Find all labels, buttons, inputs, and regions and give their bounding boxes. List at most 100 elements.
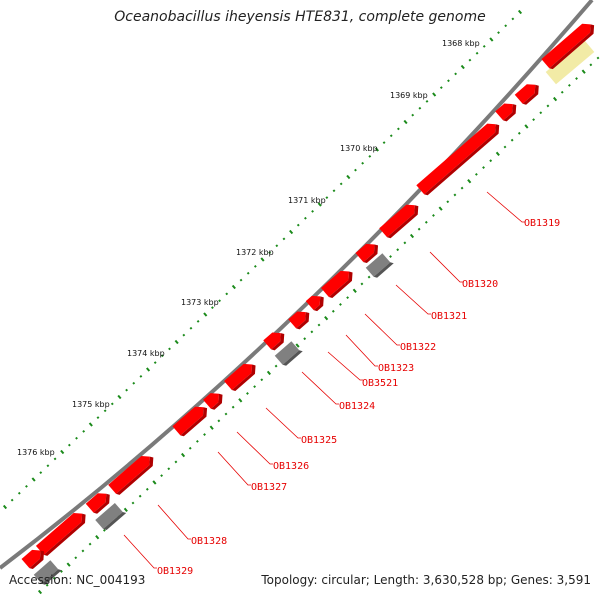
inner-scale-dot: [510, 138, 514, 142]
inner-scale-dot: [167, 467, 171, 471]
inner-scale-dot: [188, 446, 192, 450]
gene-arrow[interactable]: [203, 388, 226, 411]
outer-scale-dot: [253, 264, 257, 268]
outer-scale-dot: [103, 409, 107, 413]
outer-scale-dot: [39, 471, 43, 475]
outer-scale-dot: [282, 237, 286, 241]
outer-scale-dot: [432, 92, 437, 97]
leader-line: [395, 284, 431, 315]
inner-scale-dot: [160, 474, 164, 478]
gene-label[interactable]: OB1322: [400, 342, 436, 353]
outer-scale-dot: [304, 216, 307, 220]
outer-scale-dot: [218, 299, 221, 303]
outer-scale-dot: [411, 113, 415, 117]
inner-scale-dot: [145, 487, 149, 491]
outer-scale-dot: [203, 312, 208, 317]
inner-scale-dot: [303, 337, 307, 341]
inner-scale-dot: [424, 220, 428, 224]
outer-scale-dot: [425, 99, 429, 103]
gene-label[interactable]: OB1321: [431, 311, 467, 322]
inner-scale-dot: [209, 425, 214, 430]
pseudogene-block[interactable]: [365, 252, 394, 279]
gene-label[interactable]: OB1324: [339, 401, 375, 412]
gene-arrow[interactable]: [21, 545, 48, 571]
outer-scale-dot: [332, 189, 336, 193]
inner-scale-dot: [231, 405, 235, 409]
inner-scale-dot: [467, 179, 472, 184]
gene-arrow[interactable]: [320, 266, 357, 300]
gene-arrow[interactable]: [263, 327, 288, 351]
outer-scale-dot: [31, 477, 36, 482]
gene-arrow[interactable]: [108, 451, 157, 496]
gene-arrow[interactable]: [35, 508, 90, 557]
gene-label[interactable]: OB1328: [191, 536, 227, 547]
outer-scale-dot: [460, 64, 465, 70]
leader-line: [301, 371, 339, 405]
outer-scale-dot: [2, 504, 8, 510]
pseudogene-block[interactable]: [274, 340, 303, 367]
outer-scale-dot: [468, 58, 472, 62]
gene-arrow[interactable]: [223, 359, 260, 393]
gene-arrow[interactable]: [379, 199, 422, 239]
scale-tick-label: 1369 kbp: [390, 91, 428, 100]
inner-scale-dot: [367, 275, 371, 279]
outer-scale-dot: [53, 457, 57, 461]
scale-tick-label: 1371 kbp: [288, 196, 326, 205]
gene-arrow[interactable]: [514, 79, 543, 106]
outer-scale-dot: [382, 141, 386, 145]
inner-scale-dot: [95, 535, 100, 540]
inner-scale-dot: [417, 227, 421, 231]
inner-scale-dot: [274, 364, 278, 368]
gene-arrow[interactable]: [85, 488, 114, 515]
outer-scale-dot: [354, 168, 357, 172]
inner-scale-dot: [174, 460, 178, 464]
gene-arrow[interactable]: [355, 239, 382, 265]
inner-scale-dot: [246, 392, 249, 395]
inner-scale-dot: [138, 494, 142, 498]
outer-scale-dot: [475, 51, 479, 55]
gene-arrow[interactable]: [416, 118, 503, 196]
gene-label[interactable]: OB1319: [524, 218, 560, 229]
outer-scale-dot: [418, 106, 422, 110]
inner-scale-dot: [152, 480, 157, 485]
inner-scale-dot: [52, 576, 56, 580]
gene-label[interactable]: OB1323: [378, 363, 414, 374]
outer-scale-dot: [96, 416, 100, 420]
outer-scale-dot: [88, 422, 93, 427]
outer-scale-dot: [82, 429, 86, 433]
inner-scale-dot: [331, 309, 335, 313]
leader-line: [364, 313, 400, 346]
outer-scale-dot: [275, 244, 279, 248]
pseudogene-block[interactable]: [95, 502, 127, 532]
scale-tick-label: 1370 kbp: [340, 144, 378, 153]
outer-scale-dot: [17, 491, 21, 495]
gene-label[interactable]: OB1326: [273, 461, 309, 472]
gene-label[interactable]: OB3521: [362, 378, 398, 389]
inner-scale-dot: [260, 378, 264, 382]
gene-arrow[interactable]: [288, 306, 313, 330]
gene-label[interactable]: OB1329: [157, 566, 193, 577]
inner-scale-dots: [37, 56, 600, 595]
scale-tick-label: 1375 kbp: [72, 400, 110, 409]
gene-arrow[interactable]: [541, 18, 598, 70]
inner-scale-dot: [482, 166, 485, 169]
inner-scale-dot: [224, 412, 228, 416]
leader-line: [157, 504, 191, 540]
inner-scale-dot: [102, 528, 106, 532]
gene-arrow[interactable]: [172, 401, 211, 437]
outer-scale-dot: [211, 306, 214, 310]
outer-scale-dot: [146, 367, 151, 372]
gene-arrow[interactable]: [305, 291, 328, 313]
inner-scale-dot: [589, 63, 593, 67]
inner-scale-dot: [217, 419, 221, 423]
inner-scale-dot: [575, 77, 578, 80]
pseudogene-block[interactable]: [33, 559, 62, 586]
outer-scale-dot: [317, 202, 322, 207]
gene-arrow[interactable]: [495, 98, 520, 122]
gene-label[interactable]: OB1325: [301, 435, 337, 446]
outer-scale-dot: [182, 333, 186, 337]
outer-scale-dot: [239, 278, 243, 282]
outer-scale-dot: [389, 134, 393, 138]
gene-label[interactable]: OB1327: [251, 482, 287, 493]
gene-label[interactable]: OB1320: [462, 279, 498, 290]
